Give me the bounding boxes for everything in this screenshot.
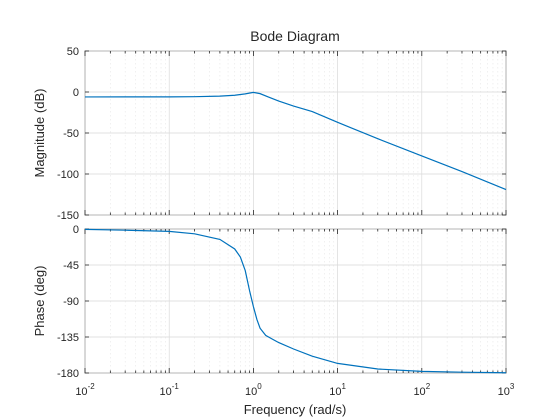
x-tick-labels: 10-2 10-1 100 101 102 103 bbox=[75, 382, 515, 398]
y-tick-label: -135 bbox=[57, 332, 79, 344]
y-tick-label: -90 bbox=[63, 296, 79, 308]
y-tick-label: -150 bbox=[57, 210, 79, 222]
magnitude-panel: 50 0 -50 -100 -150 Magnitude (dB) bbox=[32, 46, 507, 222]
x-tick-label: 101 bbox=[329, 382, 346, 398]
y-tick-label: -100 bbox=[57, 169, 79, 181]
phase-grid bbox=[84, 228, 507, 374]
x-tick-label: 103 bbox=[498, 382, 515, 398]
phase-x-tick-marks bbox=[84, 229, 507, 373]
magnitude-grid bbox=[84, 50, 507, 216]
chart-title: Bode Diagram bbox=[250, 28, 340, 44]
phase-panel: 0 -45 -90 -135 -180 Phase (deg) bbox=[32, 224, 507, 380]
y-tick-label: 0 bbox=[73, 224, 79, 236]
magnitude-y-ticks: 50 0 -50 -100 -150 bbox=[57, 46, 506, 222]
phase-series-line bbox=[84, 228, 507, 374]
y-tick-label: 50 bbox=[67, 46, 79, 58]
x-tick-label: 100 bbox=[245, 382, 262, 398]
y-tick-label: -180 bbox=[57, 368, 79, 380]
phase-ylabel: Phase (deg) bbox=[32, 266, 47, 337]
x-tick-label: 10-2 bbox=[75, 382, 95, 398]
magnitude-series-line bbox=[84, 91, 507, 191]
x-tick-label: 102 bbox=[413, 382, 430, 398]
magnitude-x-tick-marks bbox=[84, 51, 507, 215]
x-axis-label: Frequency (rad/s) bbox=[244, 402, 347, 417]
magnitude-ylabel: Magnitude (dB) bbox=[32, 89, 47, 178]
x-tick-label: 10-1 bbox=[160, 382, 180, 398]
y-tick-label: -50 bbox=[63, 128, 79, 140]
y-tick-label: 0 bbox=[73, 87, 79, 99]
y-tick-label: -45 bbox=[63, 260, 79, 272]
